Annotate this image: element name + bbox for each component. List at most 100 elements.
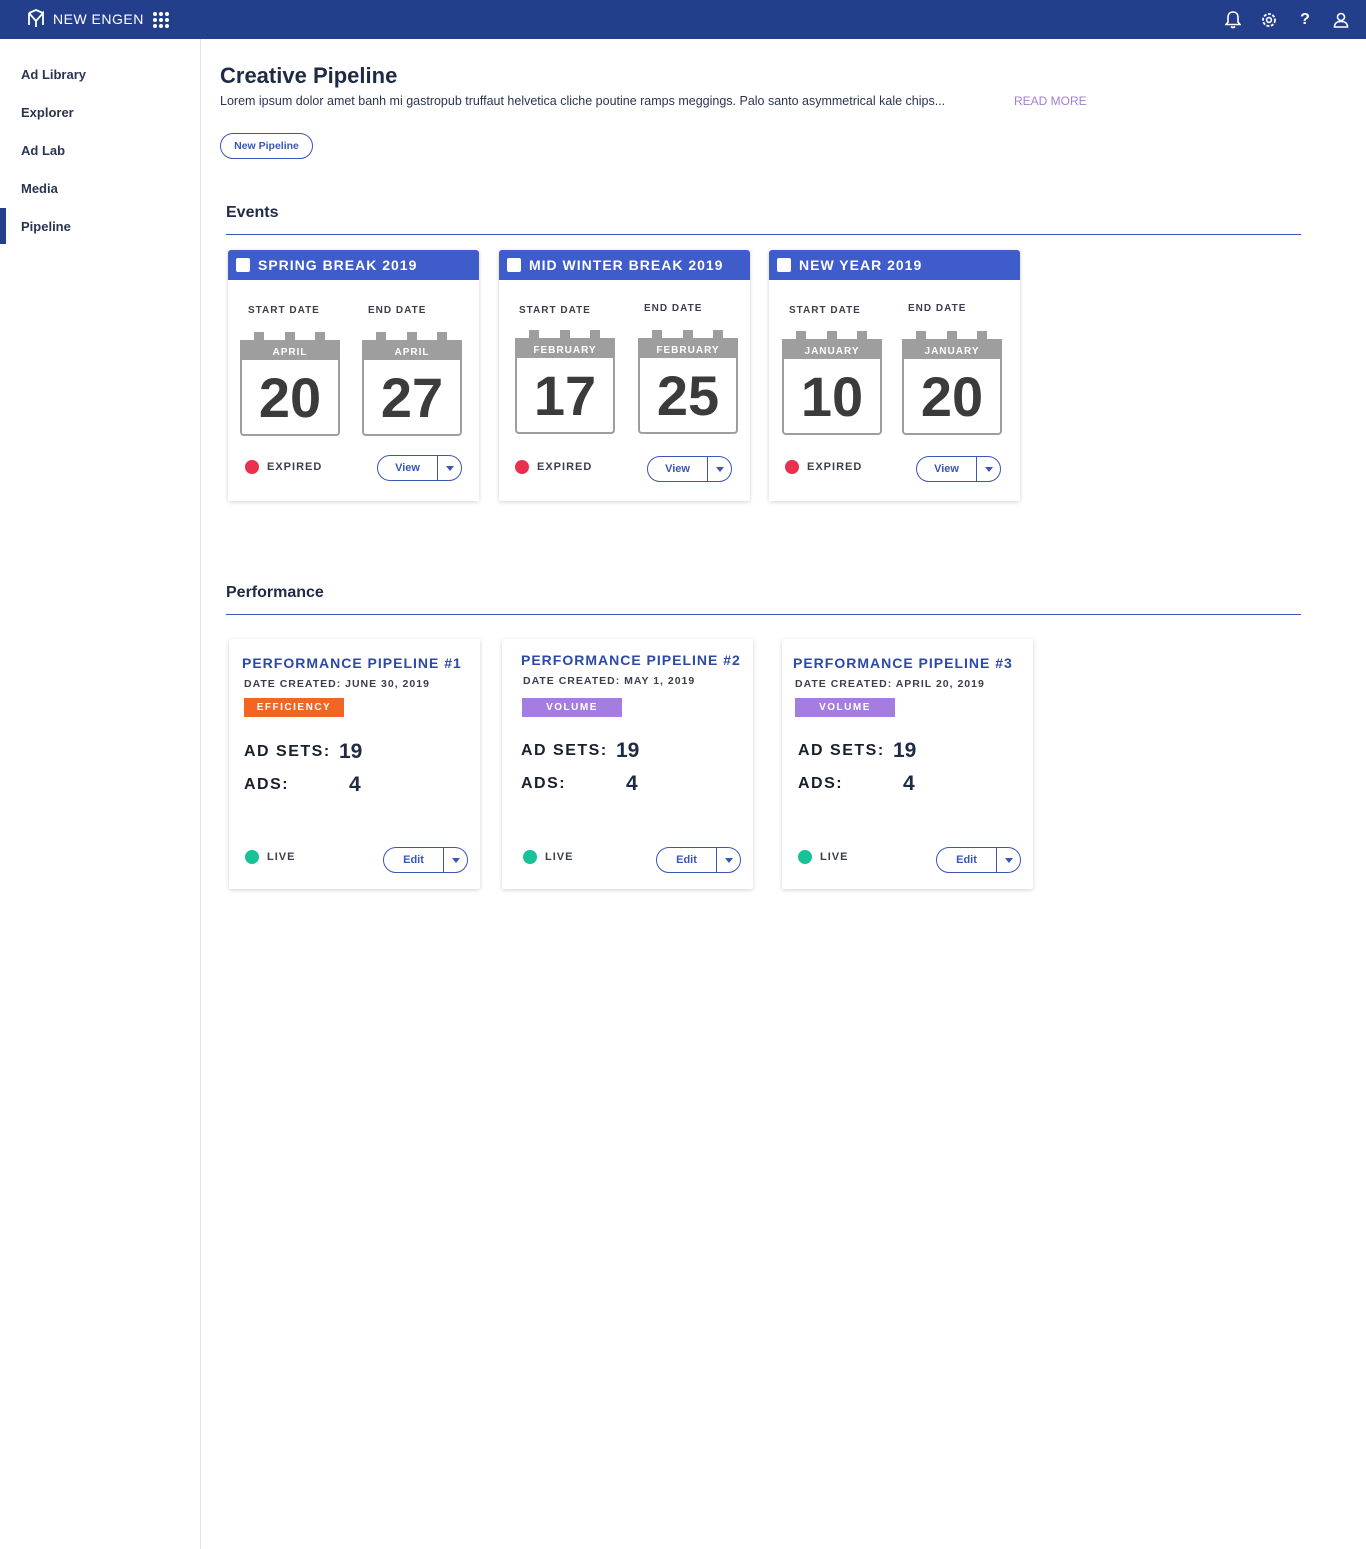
start-date-label: START DATE (789, 305, 861, 316)
start-month: FEBRUARY (515, 338, 615, 360)
edit-button[interactable]: Edit (937, 848, 997, 872)
ads-value: 4 (349, 773, 361, 796)
chevron-down-icon[interactable] (717, 848, 740, 872)
new-pipeline-button[interactable]: New Pipeline (220, 133, 313, 159)
chevron-down-icon[interactable] (438, 456, 461, 480)
sidebar-item-ad-lab[interactable]: Ad Lab (21, 142, 66, 158)
end-date-calendar-icon: JANUARY 20 (902, 331, 1002, 435)
ads-label: ADS: (244, 776, 290, 793)
view-split-button: View (647, 456, 732, 482)
end-month: JANUARY (902, 339, 1002, 361)
ads-label: ADS: (521, 775, 567, 792)
pipeline-type-tag: VOLUME (795, 698, 895, 717)
user-icon[interactable] (1330, 9, 1352, 31)
gear-icon[interactable] (1258, 9, 1280, 31)
pipeline-type-tag: EFFICIENCY (244, 698, 344, 717)
end-day: 25 (656, 364, 720, 427)
ad-sets-value: 19 (893, 739, 917, 762)
sidebar-item-pipeline[interactable]: Pipeline (0, 208, 200, 244)
pipeline-date-created: DATE CREATED: APRIL 20, 2019 (795, 678, 985, 690)
status-badge: EXPIRED (245, 460, 322, 474)
pipeline-date-created: DATE CREATED: JUNE 30, 2019 (244, 678, 430, 690)
event-card-header: NEW YEAR 2019 (769, 250, 1020, 280)
live-dot-icon (523, 850, 537, 864)
help-icon[interactable]: ? (1300, 11, 1310, 28)
edit-button[interactable]: Edit (657, 848, 717, 872)
start-day: 20 (258, 366, 322, 429)
edit-split-button: Edit (383, 847, 468, 873)
end-day: 20 (920, 365, 984, 428)
ad-sets-value: 19 (339, 740, 363, 763)
apps-grid-icon[interactable] (153, 12, 169, 28)
status-badge: EXPIRED (515, 460, 592, 474)
ads-label: ADS: (798, 775, 844, 792)
pipeline-type-tag: VOLUME (522, 698, 622, 717)
start-day: 10 (800, 365, 864, 428)
page-description: Lorem ipsum dolor amet banh mi gastropub… (220, 94, 946, 108)
expired-dot-icon (785, 460, 799, 474)
event-checkbox[interactable] (236, 258, 250, 272)
end-date-label: END DATE (908, 303, 967, 314)
sidebar-item-media[interactable]: Media (21, 180, 58, 196)
live-dot-icon (798, 850, 812, 864)
pipeline-name[interactable]: PERFORMANCE PIPELINE #3 (793, 655, 1013, 671)
status-text: EXPIRED (267, 461, 323, 473)
pipeline-date-created: DATE CREATED: MAY 1, 2019 (523, 675, 696, 687)
event-card-header: MID WINTER BREAK 2019 (499, 250, 750, 280)
end-month: APRIL (362, 340, 462, 362)
chevron-down-icon[interactable] (444, 848, 467, 872)
view-split-button: View (377, 455, 462, 481)
ad-sets-value: 19 (616, 739, 640, 762)
ad-sets-label: AD SETS: (798, 742, 885, 759)
read-more-link[interactable]: READ MORE (1014, 94, 1087, 108)
status-badge: EXPIRED (785, 460, 862, 474)
status-badge: LIVE (245, 850, 295, 864)
event-card: SPRING BREAK 2019 START DATE END DATE AP… (228, 250, 479, 501)
edit-button[interactable]: Edit (384, 848, 444, 872)
view-button[interactable]: View (648, 457, 708, 481)
event-name: MID WINTER BREAK 2019 (529, 257, 724, 273)
expired-dot-icon (245, 460, 259, 474)
performance-divider (226, 614, 1301, 615)
edit-split-button: Edit (936, 847, 1021, 873)
expired-dot-icon (515, 460, 529, 474)
event-card: NEW YEAR 2019 START DATE END DATE JANUAR… (769, 250, 1020, 501)
status-text: LIVE (545, 851, 574, 863)
status-text: EXPIRED (807, 461, 863, 473)
end-date-calendar-icon: APRIL 27 (362, 332, 462, 436)
sidebar: Ad Library Explorer Ad Lab Media Pipelin… (0, 39, 201, 1549)
pipeline-name[interactable]: PERFORMANCE PIPELINE #2 (521, 652, 741, 668)
event-checkbox[interactable] (777, 258, 791, 272)
edit-split-button: Edit (656, 847, 741, 873)
pipeline-card: PERFORMANCE PIPELINE #2 DATE CREATED: MA… (502, 639, 753, 889)
end-date-label: END DATE (644, 303, 703, 314)
sidebar-item-ad-library[interactable]: Ad Library (21, 66, 87, 82)
start-date-calendar-icon: APRIL 20 (240, 332, 340, 436)
event-card-header: SPRING BREAK 2019 (228, 250, 479, 280)
status-text: EXPIRED (537, 461, 593, 473)
chevron-down-icon[interactable] (708, 457, 731, 481)
performance-section-title: Performance (226, 584, 324, 601)
event-card: MID WINTER BREAK 2019 START DATE END DAT… (499, 250, 750, 501)
pipeline-card: PERFORMANCE PIPELINE #3 DATE CREATED: AP… (782, 639, 1033, 889)
brand[interactable]: NEW ENGEN (26, 9, 144, 29)
events-section-title: Events (226, 204, 279, 221)
chevron-down-icon[interactable] (997, 848, 1020, 872)
pipeline-name[interactable]: PERFORMANCE PIPELINE #1 (242, 655, 462, 671)
bell-icon[interactable] (1222, 9, 1244, 31)
view-button[interactable]: View (378, 456, 438, 480)
end-day: 27 (380, 366, 444, 429)
new-engen-logo-icon (28, 9, 44, 27)
status-text: LIVE (820, 851, 849, 863)
sidebar-item-explorer[interactable]: Explorer (21, 104, 74, 120)
view-button[interactable]: View (917, 457, 977, 481)
event-name: SPRING BREAK 2019 (258, 257, 418, 273)
ads-value: 4 (626, 772, 638, 795)
start-month: APRIL (240, 340, 340, 362)
start-date-calendar-icon: JANUARY 10 (782, 331, 882, 435)
ad-sets-label: AD SETS: (244, 743, 331, 760)
pipeline-card: PERFORMANCE PIPELINE #1 DATE CREATED: JU… (229, 639, 480, 889)
event-checkbox[interactable] (507, 258, 521, 272)
start-month: JANUARY (782, 339, 882, 361)
chevron-down-icon[interactable] (977, 457, 1000, 481)
